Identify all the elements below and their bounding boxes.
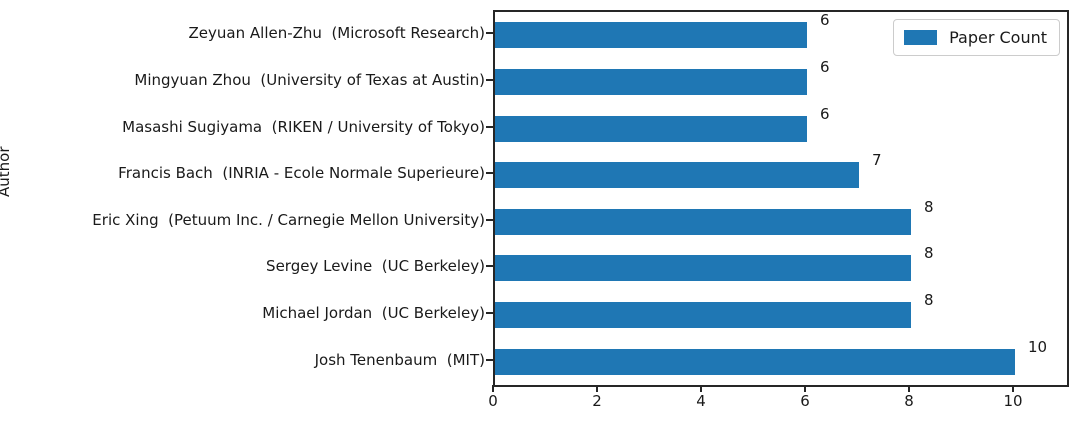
bar xyxy=(495,302,911,329)
legend-swatch xyxy=(904,30,938,45)
bar-value-label: 8 xyxy=(924,244,934,263)
plot-area: 6 6 6 7 8 8 8 10 Paper Count xyxy=(493,10,1069,387)
bar xyxy=(495,348,1015,375)
y-tick-mark xyxy=(486,358,493,361)
bar-value-label: 8 xyxy=(924,291,934,310)
x-tick-label: 10 xyxy=(1003,392,1023,410)
x-tick-label: 6 xyxy=(800,392,810,410)
category-label: Mingyuan Zhou (University of Texas at Au… xyxy=(134,70,485,89)
x-tick-mark xyxy=(804,385,806,392)
y-tick-mark xyxy=(486,78,493,81)
bar xyxy=(495,208,911,235)
x-tick-label: 8 xyxy=(904,392,914,410)
y-tick-mark xyxy=(486,172,493,175)
bar-value-label: 10 xyxy=(1028,337,1048,356)
legend: Paper Count xyxy=(893,19,1060,56)
bar xyxy=(495,255,911,282)
y-tick-mark xyxy=(486,312,493,315)
x-tick-mark xyxy=(700,385,702,392)
category-label: Zeyuan Allen-Zhu (Microsoft Research) xyxy=(188,24,485,43)
bar xyxy=(495,68,807,95)
bar-value-label: 8 xyxy=(924,197,934,216)
category-label: Josh Tenenbaum (MIT) xyxy=(314,350,485,369)
x-tick-label: 2 xyxy=(592,392,602,410)
y-tick-mark xyxy=(486,125,493,128)
x-tick-mark xyxy=(492,385,494,392)
y-axis-title: Author xyxy=(0,146,13,197)
y-tick-mark xyxy=(486,218,493,221)
category-label: Francis Bach (INRIA - Ecole Normale Supe… xyxy=(118,164,485,183)
bar xyxy=(495,115,807,142)
y-tick-mark xyxy=(486,32,493,35)
bar-value-label: 6 xyxy=(820,104,830,123)
bar-value-label: 7 xyxy=(872,151,882,170)
x-tick-mark xyxy=(1012,385,1014,392)
category-label: Eric Xing (Petuum Inc. / Carnegie Mellon… xyxy=(92,210,485,229)
y-tick-mark xyxy=(486,265,493,268)
bar-value-label: 6 xyxy=(820,11,830,30)
category-label: Michael Jordan (UC Berkeley) xyxy=(262,304,485,323)
legend-label: Paper Count xyxy=(949,28,1047,47)
bar xyxy=(495,22,807,49)
x-tick-label: 0 xyxy=(488,392,498,410)
x-tick-mark xyxy=(596,385,598,392)
category-label: Masashi Sugiyama (RIKEN / University of … xyxy=(122,117,485,136)
category-label: Sergey Levine (UC Berkeley) xyxy=(266,257,485,276)
x-tick-mark xyxy=(908,385,910,392)
x-tick-label: 4 xyxy=(696,392,706,410)
bar xyxy=(495,162,859,189)
bar-value-label: 6 xyxy=(820,57,830,76)
